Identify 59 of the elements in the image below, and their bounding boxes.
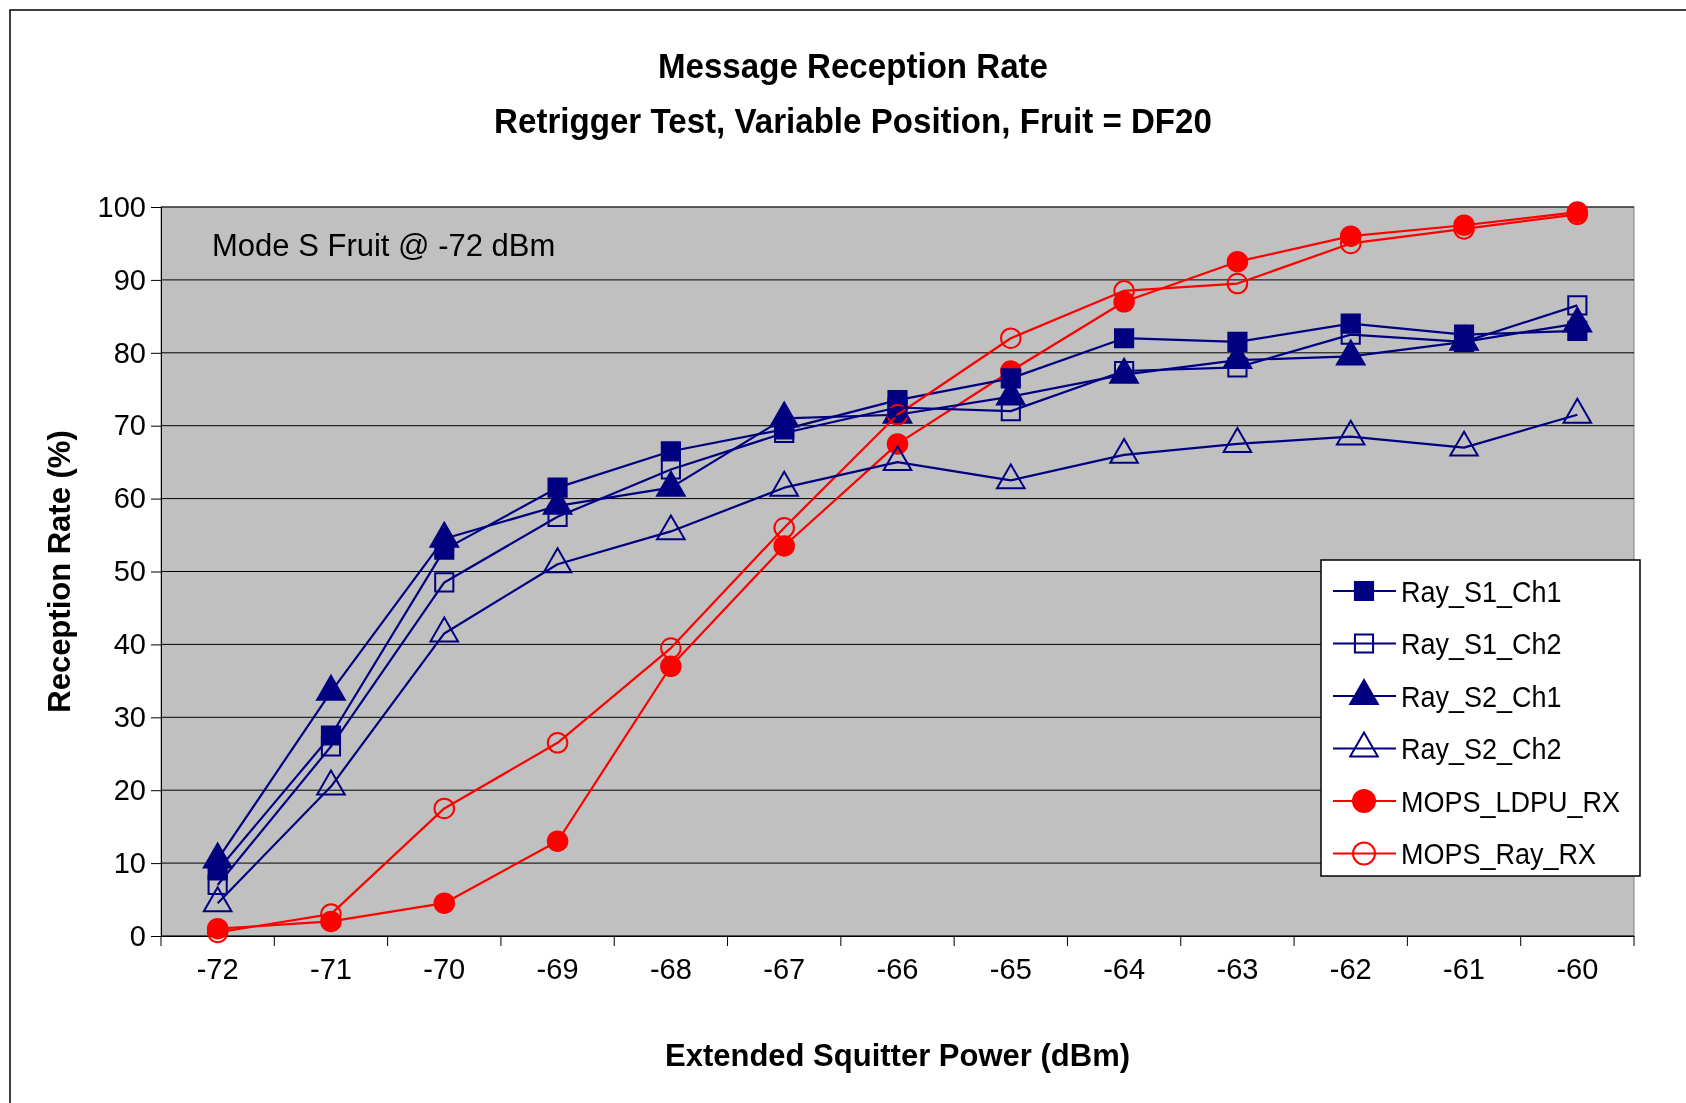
y-tick-label: 60 bbox=[113, 482, 146, 515]
point bbox=[1567, 295, 1588, 316]
point bbox=[1226, 250, 1249, 273]
point bbox=[660, 459, 681, 480]
y-tick-label: 20 bbox=[113, 773, 146, 806]
x-tick-label: -61 bbox=[1443, 952, 1485, 985]
legend-label: MOPS_Ray_RX bbox=[1401, 837, 1596, 871]
point bbox=[1000, 327, 1022, 349]
point bbox=[886, 404, 909, 426]
point bbox=[773, 517, 795, 539]
point bbox=[320, 736, 342, 757]
y-tick-label: 70 bbox=[113, 409, 146, 442]
x-tick-label: -60 bbox=[1556, 952, 1599, 985]
annotation: Mode S Fruit @ -72 dBm bbox=[212, 228, 556, 263]
x-tick-label: -62 bbox=[1329, 952, 1372, 985]
y-tick-label: 10 bbox=[113, 846, 146, 879]
legend-label: Ray_S2_Ch2 bbox=[1401, 732, 1562, 766]
y-axis-title: Reception Rate (%) bbox=[42, 430, 77, 713]
y-tick-label: 0 bbox=[129, 919, 146, 952]
x-tick-label: -71 bbox=[310, 952, 352, 985]
chart-title: Message Reception Rate bbox=[657, 45, 1049, 86]
legend-label: Ray_S1_Ch1 bbox=[1401, 574, 1562, 609]
x-tick-label: -65 bbox=[989, 952, 1032, 985]
y-tick-label: 80 bbox=[113, 336, 146, 369]
x-tick-label: -66 bbox=[876, 952, 919, 985]
x-axis-title: Extended Squitter Power (dBm) bbox=[664, 1038, 1131, 1073]
point bbox=[1227, 331, 1248, 352]
x-tick-label: -67 bbox=[763, 952, 806, 985]
x-tick-label: -72 bbox=[196, 952, 239, 985]
point bbox=[1567, 320, 1588, 342]
point bbox=[434, 572, 455, 593]
point bbox=[1114, 328, 1135, 349]
point bbox=[773, 535, 795, 557]
legend-label: MOPS_LDPU_RX bbox=[1401, 784, 1620, 819]
point bbox=[547, 477, 568, 498]
legend-label: Ray_S2_Ch1 bbox=[1401, 679, 1562, 714]
y-tick-label: 100 bbox=[97, 190, 146, 223]
y-tick-label: 90 bbox=[113, 263, 146, 296]
x-tick-label: -70 bbox=[423, 952, 466, 985]
x-tick-label: -69 bbox=[536, 952, 579, 985]
point bbox=[1226, 272, 1249, 295]
point bbox=[433, 797, 456, 820]
point bbox=[433, 892, 456, 914]
chart-subtitle: Retrigger Test, Variable Position, Fruit = DF20 bbox=[494, 100, 1212, 141]
point bbox=[660, 637, 682, 659]
x-tick-label: -63 bbox=[1216, 952, 1259, 985]
x-tick-label: -68 bbox=[649, 952, 692, 985]
y-tick-label: 40 bbox=[113, 628, 146, 661]
point bbox=[546, 830, 569, 852]
point bbox=[1227, 357, 1248, 378]
legend-label: Ray_S1_Ch2 bbox=[1401, 627, 1562, 661]
y-tick-label: 30 bbox=[113, 701, 146, 734]
point bbox=[546, 732, 569, 754]
x-tick-label: -64 bbox=[1103, 952, 1146, 985]
point bbox=[207, 874, 228, 896]
point bbox=[887, 397, 908, 418]
point bbox=[1000, 368, 1021, 389]
y-tick-label: 50 bbox=[113, 555, 146, 588]
point bbox=[660, 655, 682, 678]
